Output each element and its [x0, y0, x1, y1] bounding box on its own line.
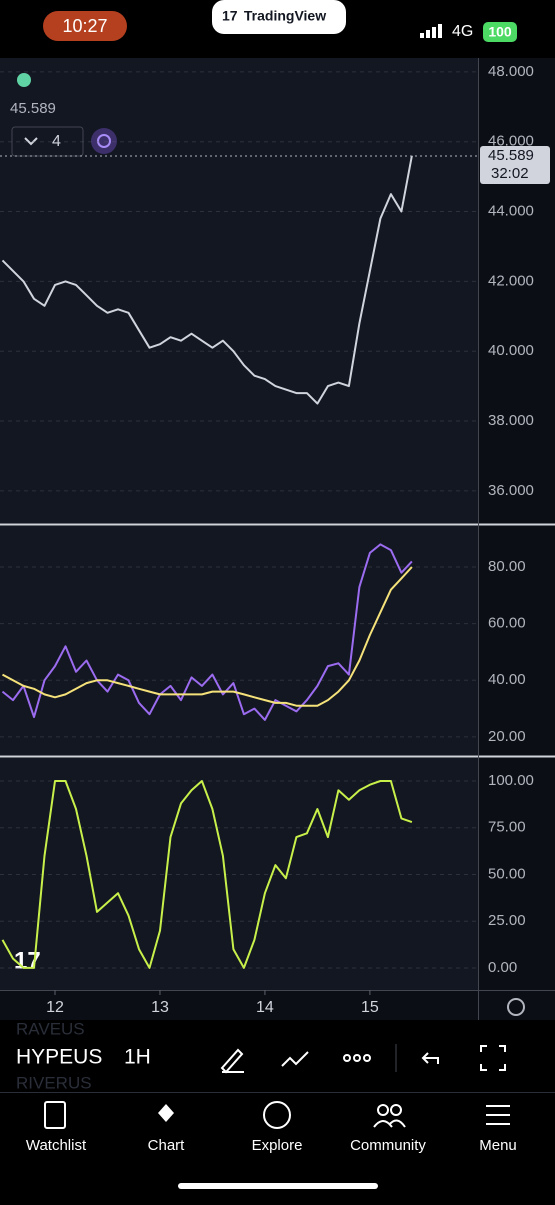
- rsi-pane: [0, 526, 478, 755]
- y-tick-label: 25.00: [488, 912, 526, 929]
- nav-item[interactable]: Chart: [148, 1137, 186, 1154]
- y-tick-label: 40.000: [488, 342, 534, 359]
- undo[interactable]: [421, 1052, 439, 1064]
- y-tick-label: 44.000: [488, 203, 534, 220]
- y-tick-label: 80.00: [488, 558, 526, 575]
- fullscreen[interactable]: [480, 1045, 506, 1071]
- y-tick-label: 50.00: [488, 865, 526, 882]
- price-label-bg: [480, 146, 550, 185]
- nav-item[interactable]: Menu: [479, 1137, 517, 1154]
- settings-icon[interactable]: [507, 998, 525, 1016]
- indicator-count: 4: [52, 133, 61, 150]
- more-button[interactable]: [343, 1054, 371, 1062]
- interval[interactable]: 1H: [124, 1046, 151, 1069]
- y-tick-label: 36.000: [488, 482, 534, 499]
- network: 4G: [452, 23, 473, 40]
- menu-icon: [486, 1105, 510, 1125]
- community-icon: [373, 1104, 406, 1128]
- last-price: 45.589: [488, 147, 534, 164]
- watchlist-icon: [44, 1101, 66, 1129]
- symbol-prev[interactable]: RAVEUS: [16, 1019, 85, 1038]
- y-tick-label: 75.00: [488, 819, 526, 836]
- y-tick-label: 100.00: [488, 772, 534, 789]
- status-dot: [17, 73, 31, 87]
- price-pane: [0, 58, 478, 523]
- symbol-next[interactable]: RIVERUS: [16, 1073, 92, 1092]
- series-line: [2, 566, 413, 707]
- watermark: 17: [14, 947, 41, 974]
- series-line: [1, 543, 413, 721]
- x-tick-label: 13: [151, 999, 169, 1016]
- legend-value: 45.589: [10, 100, 56, 117]
- toolbar: [0, 1020, 555, 1092]
- y-tick-label: 38.000: [488, 412, 534, 429]
- y-tick-label: 0.00: [488, 959, 517, 976]
- nav-item[interactable]: Community: [350, 1137, 426, 1154]
- explore-icon: [263, 1101, 291, 1129]
- signal: [420, 24, 442, 38]
- indicators-toggle[interactable]: [11, 126, 84, 157]
- home-indicator: [178, 1183, 378, 1189]
- series-line: [1, 155, 413, 405]
- y-tick-label: 48.000: [488, 63, 534, 80]
- pattern-tool[interactable]: [281, 1051, 309, 1067]
- x-tick-label: 15: [361, 999, 379, 1016]
- stoch-pane: [0, 758, 478, 990]
- battery-level: 100: [488, 24, 512, 40]
- time: 10:27: [62, 16, 107, 36]
- x-tick-label: 12: [46, 999, 64, 1016]
- battery: [483, 22, 517, 42]
- sync-icon: [97, 134, 111, 148]
- draw-tool[interactable]: [220, 1048, 244, 1074]
- x-tick-label: 14: [256, 999, 274, 1016]
- y-tick-label: 40.00: [488, 671, 526, 688]
- chevron: [24, 137, 38, 146]
- nav-bar: [0, 1092, 555, 1200]
- y-tick-label: 20.00: [488, 728, 526, 745]
- sync-button[interactable]: [91, 128, 117, 154]
- app-pill: [212, 0, 346, 34]
- app-logo: 17: [222, 8, 238, 24]
- series-line: [1, 780, 413, 969]
- y-tick-label: 60.00: [488, 615, 526, 632]
- y-tick-label: 46.000: [488, 133, 534, 150]
- countdown: 32:02: [491, 165, 529, 182]
- nav-item[interactable]: Explore: [252, 1137, 303, 1154]
- y-tick-label: 42.000: [488, 272, 534, 289]
- app-name: TradingView: [244, 8, 326, 24]
- nav-item[interactable]: Watchlist: [26, 1137, 87, 1154]
- symbol[interactable]: HYPEUS: [16, 1046, 102, 1069]
- time-pill: [43, 11, 127, 41]
- chart-icon: [158, 1104, 174, 1122]
